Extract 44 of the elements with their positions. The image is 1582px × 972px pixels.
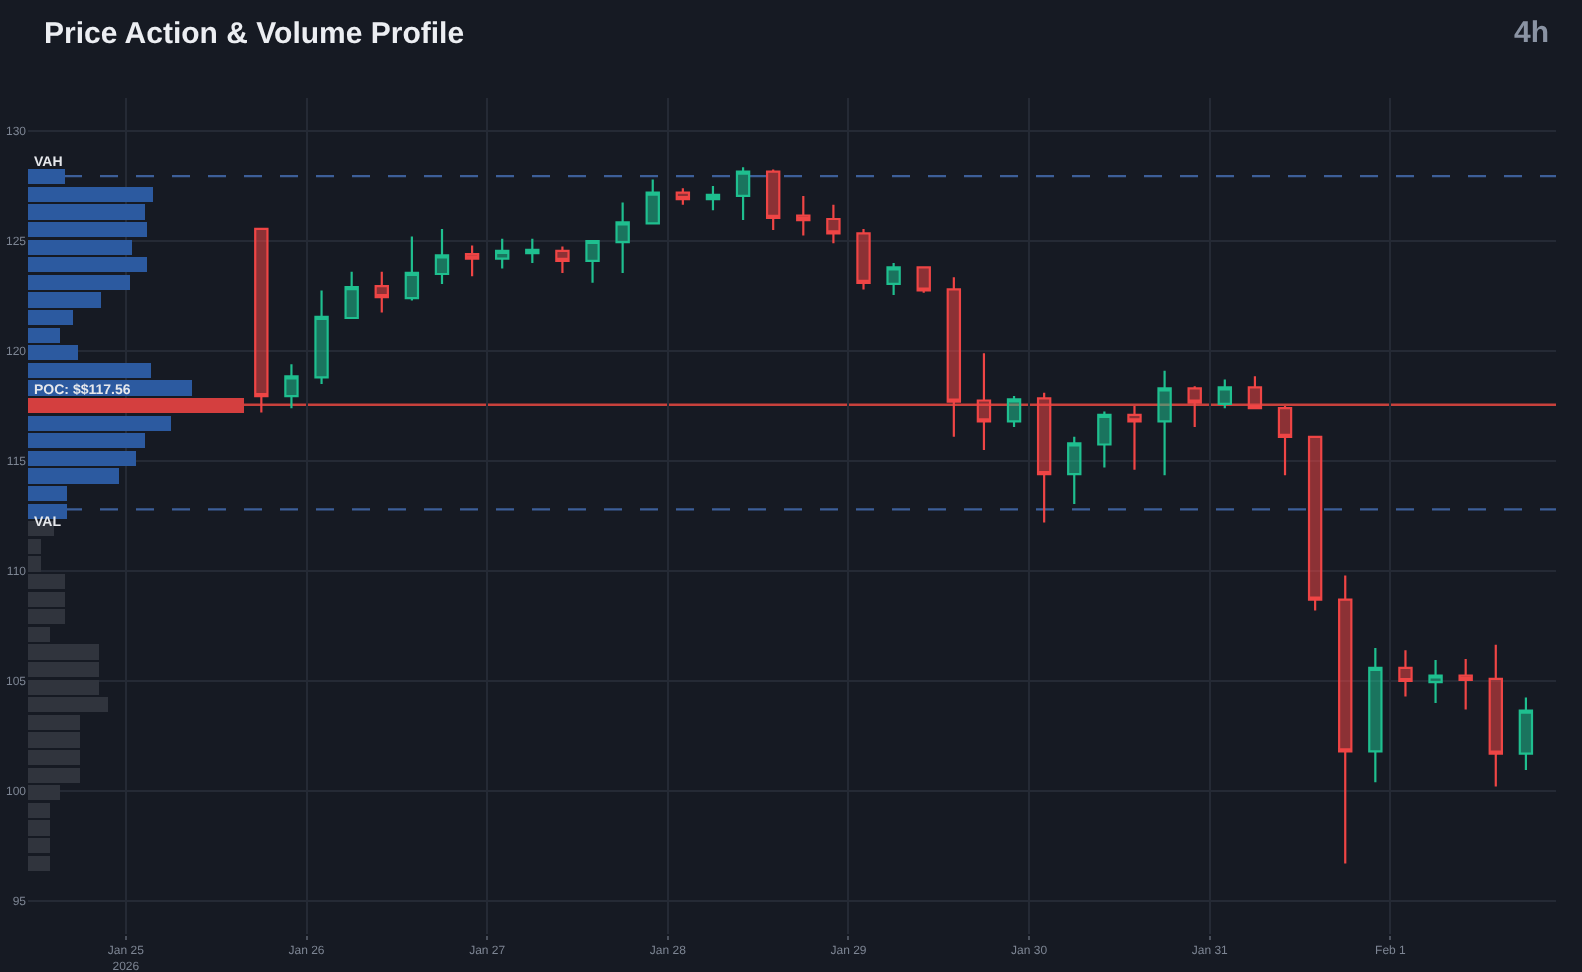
candlestick (344, 270, 359, 320)
candlestick (464, 244, 480, 278)
candlestick (826, 203, 841, 245)
candlestick (886, 261, 901, 296)
candlestick (1277, 404, 1293, 477)
candlestick (1518, 696, 1534, 772)
candlestick (1368, 646, 1383, 784)
candlestick (946, 276, 962, 438)
candlestick (525, 237, 540, 265)
candlestick (1217, 378, 1233, 410)
candlestick (1067, 435, 1082, 505)
candlestick (404, 235, 420, 302)
candlestick (1428, 659, 1443, 705)
candlestick (555, 245, 570, 274)
candlestick (1488, 643, 1503, 788)
candlestick (856, 227, 871, 291)
candlestick (1127, 404, 1142, 471)
candlestick (585, 239, 600, 284)
candlestick (1187, 385, 1202, 428)
candlestick (1247, 375, 1263, 411)
candlestick (735, 166, 751, 222)
candlestick (916, 265, 931, 294)
candlestick (765, 168, 781, 232)
candlestick (1458, 657, 1473, 711)
candlestick (1157, 369, 1172, 477)
candlestick (314, 289, 329, 386)
candlestick (615, 201, 630, 274)
candlestick (1036, 391, 1052, 524)
chart-subtitle: 4h (1514, 16, 1550, 50)
candlestick (1398, 649, 1413, 698)
candlestick (976, 352, 992, 452)
candlestick (796, 194, 811, 237)
candlestick (254, 226, 269, 414)
candlestick (645, 178, 660, 226)
candlestick (1307, 434, 1323, 612)
candlestick (434, 227, 450, 285)
candlestick (705, 184, 721, 212)
chart-title: Price Action & Volume Profile (44, 16, 465, 51)
candlestick (1006, 395, 1022, 428)
candlestick (1338, 574, 1353, 865)
candlestick (495, 237, 510, 270)
candlestick (284, 363, 299, 410)
candlestick (1097, 410, 1112, 469)
candlestick (374, 270, 389, 314)
